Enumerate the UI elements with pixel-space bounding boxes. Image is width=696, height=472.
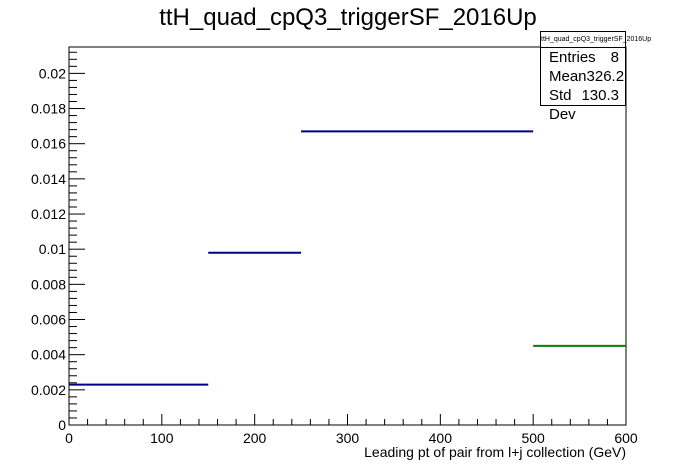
y-tick-label: 0.004 — [31, 347, 66, 363]
stats-label: Entries — [549, 49, 596, 66]
y-tick-label: 0.02 — [39, 65, 66, 81]
y-tick-label: 0.006 — [31, 312, 66, 328]
x-tick-label: 500 — [521, 430, 545, 446]
stats-value: 326.2 — [586, 68, 625, 85]
y-tick-label: 0.016 — [31, 136, 66, 152]
x-axis-label: Leading pt of pair from l+j collection (… — [364, 444, 626, 460]
y-tick-label: 0.018 — [31, 101, 66, 117]
x-tick-label: 300 — [336, 430, 360, 446]
y-tick-label: 0.002 — [31, 382, 66, 398]
x-tick-label: 400 — [429, 430, 453, 446]
x-tick-label: 600 — [614, 430, 638, 446]
stats-row-entries: Entries 8 — [541, 48, 625, 67]
y-tick-label: 0.012 — [31, 206, 66, 222]
stats-box-title: ttH_quad_cpQ3_triggerSF_2016Up — [541, 32, 651, 48]
stats-label: Std Dev — [549, 87, 576, 123]
stats-box: ttH_quad_cpQ3_triggerSF_2016Up Entries 8… — [540, 31, 651, 123]
x-tick-label: 100 — [150, 430, 174, 446]
x-tick-label: 0 — [65, 430, 73, 446]
stats-value: 8 — [610, 49, 619, 66]
x-tick-label: 200 — [243, 430, 267, 446]
chart-title: ttH_quad_cpQ3_triggerSF_2016Up — [159, 4, 537, 31]
stats-row-mean: Mean 326.2 — [541, 67, 625, 86]
y-tick-label: 0.008 — [31, 276, 66, 292]
y-tick-label: 0 — [58, 417, 66, 433]
stats-value: 130.3 — [581, 87, 619, 104]
y-tick-label: 0.01 — [39, 241, 66, 257]
y-tick-label: 0.014 — [31, 171, 66, 187]
x-axis-ticks: 0 100 200 300 400 500 600 — [65, 414, 638, 446]
y-axis-ticks: 0 0.002 0.004 0.006 0.008 0.01 0.012 0.014 0.016… — [31, 51, 85, 433]
stats-label: Mean — [549, 68, 587, 85]
stats-row-std-dev: Std Dev 130.3 — [541, 86, 625, 123]
histogram-bins — [69, 130, 626, 386]
